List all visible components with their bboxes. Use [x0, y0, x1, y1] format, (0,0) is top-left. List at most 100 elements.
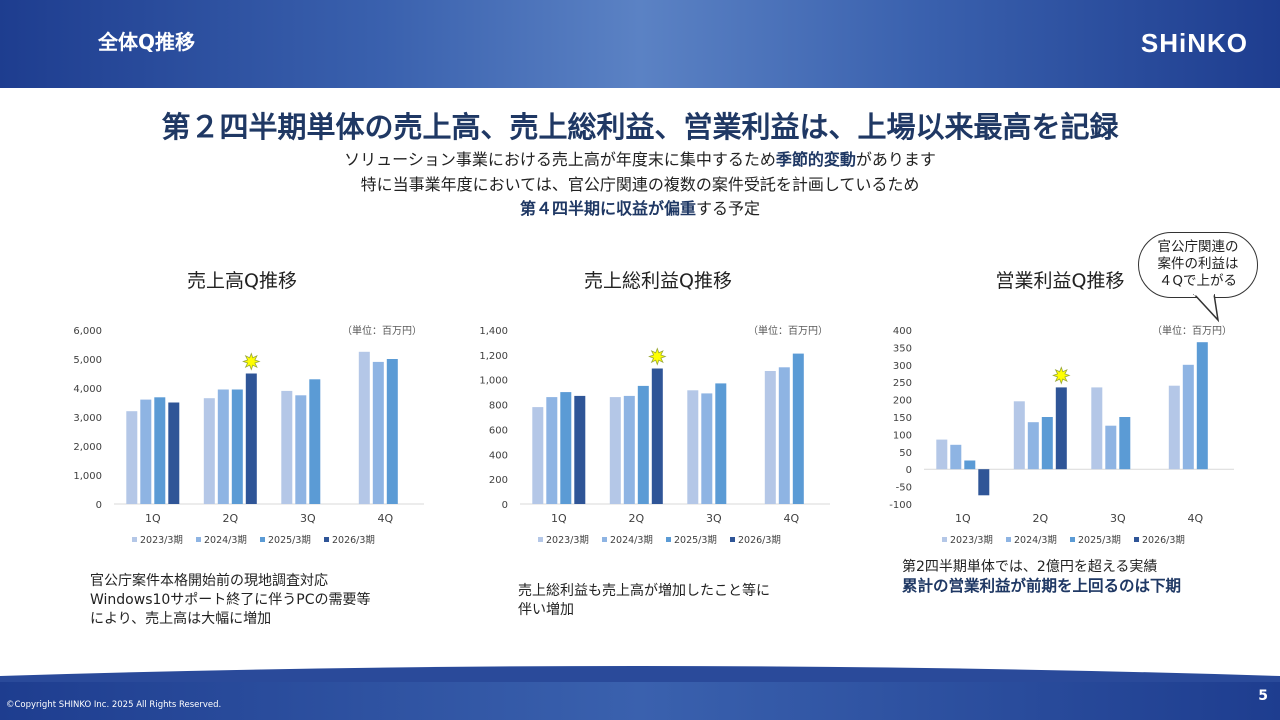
callout-line-3: ４Qで上がる: [1158, 273, 1238, 289]
y-tick-label: 800: [489, 401, 508, 412]
gross-profit-chart: （単位：百万円） 0 200 400 600 800 1,000 1,200 1,400 1Q 2Q…: [479, 324, 830, 546]
note-gross: 売上総利益も売上高が増加したこと等に 伴い増加: [518, 582, 770, 620]
x-tick-label: 4Q: [783, 512, 799, 525]
subline-3-post: する予定: [696, 199, 761, 218]
unit-label: （単位：百万円）: [342, 324, 422, 337]
bar-2Q-2026/3期: [245, 373, 257, 504]
y-tick-label: 6,000: [73, 326, 102, 337]
company-logo: SHiNKO: [1140, 28, 1248, 58]
bar-3Q-2025/3期: [1119, 417, 1131, 470]
chart-title-op: 営業利益Q推移: [995, 270, 1125, 292]
bar-2Q-2024/3期: [1027, 422, 1039, 470]
bar-2Q-2024/3期: [623, 395, 635, 504]
y-tick-label: 5,000: [73, 355, 102, 366]
y-tick-label: 200: [893, 396, 912, 407]
sales-chart: （単位：百万円） 0 1,000 2,000 3,000 4,000 5,000 6,000 1…: [73, 324, 424, 546]
bar-3Q-2024/3期: [295, 395, 307, 505]
legend-swatch: [730, 537, 735, 542]
callout-line-2: 案件の利益は: [1157, 256, 1239, 272]
bar-1Q-2023/3期: [126, 411, 138, 504]
callout-line-1: 官公庁関連の: [1157, 239, 1239, 255]
bar-1Q-2024/3期: [546, 397, 558, 504]
x-tick-label: 3Q: [1110, 512, 1126, 525]
y-tick-label: 0: [906, 465, 912, 476]
note-sales-line-1: 官公庁案件本格開始前の現地調査対応: [90, 573, 328, 589]
legend-label: 2025/3期: [674, 535, 717, 546]
bar-3Q-2025/3期: [715, 383, 727, 504]
y-tick-label: 2,000: [73, 442, 102, 453]
bar-1Q-2025/3期: [964, 460, 976, 470]
subline-1-post: があります: [855, 150, 936, 169]
chart-title-sales: 売上高Q推移: [187, 270, 297, 292]
bar-2Q-2026/3期: [651, 368, 663, 504]
note-sales: 官公庁案件本格開始前の現地調査対応 Windows10サポート終了に伴うPCの需…: [90, 572, 371, 629]
bar-1Q-2023/3期: [936, 439, 948, 470]
legend-swatch: [1070, 537, 1075, 542]
legend-label: 2026/3期: [738, 535, 781, 546]
x-tick-label: 2Q: [628, 512, 644, 525]
note-gross-line-2: 伴い増加: [518, 602, 574, 618]
y-tick-label: 4,000: [73, 384, 102, 395]
legend-label: 2024/3期: [1014, 535, 1057, 546]
legend-swatch: [666, 537, 671, 542]
bar-1Q-2025/3期: [154, 397, 166, 504]
y-tick-label: 150: [893, 413, 912, 424]
copyright: ©Copyright SHINKO Inc. 2025 All Rights R…: [6, 700, 222, 710]
y-tick-label: 1,000: [479, 376, 508, 387]
x-tick-label: 2Q: [222, 512, 238, 525]
legend-label: 2023/3期: [140, 535, 183, 546]
legend-swatch: [538, 537, 543, 542]
chart-title-gross: 売上総利益Q推移: [584, 270, 732, 292]
highlight-star: [648, 347, 667, 366]
legend-swatch: [196, 537, 201, 542]
x-tick-label: 2Q: [1032, 512, 1048, 525]
note-op: 第2四半期単体では、2億円を超える実績 累計の営業利益が前期を上回るのは下期: [902, 558, 1181, 596]
note-sales-line-3: により、売上高は大幅に増加: [90, 611, 272, 627]
legend-swatch: [1006, 537, 1011, 542]
bar-4Q-2024/3期: [778, 367, 790, 504]
header-bar: [0, 0, 1280, 88]
legend-swatch: [324, 537, 329, 542]
legend-label: 2023/3期: [546, 535, 589, 546]
y-tick-label: 50: [899, 448, 912, 459]
bar-2Q-2025/3期: [231, 389, 243, 504]
legend-label: 2025/3期: [1078, 535, 1121, 546]
legend-label: 2026/3期: [332, 535, 375, 546]
x-tick-label: 1Q: [955, 512, 971, 525]
bar-1Q-2026/3期: [978, 469, 990, 496]
bar-2Q-2026/3期: [1055, 387, 1067, 470]
y-tick-label: 200: [489, 475, 508, 486]
legend-label: 2025/3期: [268, 535, 311, 546]
x-tick-label: 4Q: [1187, 512, 1203, 525]
callout-tail: [1192, 294, 1220, 323]
subline-3: 第４四半期に収益が偏重する予定: [0, 195, 1280, 219]
bar-4Q-2023/3期: [358, 351, 370, 505]
legend-swatch: [260, 537, 265, 542]
bar-4Q-2023/3期: [764, 371, 776, 504]
page-title: 全体Q推移: [98, 30, 196, 54]
bar-3Q-2025/3期: [309, 379, 321, 504]
bar-4Q-2025/3期: [792, 353, 804, 504]
legend-label: 2026/3期: [1142, 535, 1185, 546]
y-tick-label: 600: [489, 425, 508, 436]
bar-2Q-2023/3期: [609, 397, 621, 504]
note-sales-line-2: Windows10サポート終了に伴うPCの需要等: [90, 592, 371, 608]
bar-2Q-2025/3期: [1041, 417, 1053, 470]
bar-2Q-2025/3期: [637, 385, 649, 504]
bar-1Q-2026/3期: [574, 395, 586, 504]
y-tick-label: 0: [502, 500, 508, 511]
y-tick-label: -100: [889, 500, 912, 511]
x-tick-label: 3Q: [706, 512, 722, 525]
callout-bubble: 官公庁関連の 案件の利益は ４Qで上がる: [1138, 232, 1258, 298]
bar-3Q-2023/3期: [687, 390, 699, 504]
operating-profit-chart: （単位：百万円） -100 -50 0 50 100 150 200 250 300 350 400 1…: [889, 324, 1234, 546]
subline-3-bold: 第４四半期に収益が偏重: [519, 199, 696, 218]
highlight-star: [1052, 366, 1071, 385]
note-op-line-1: 第2四半期単体では、2億円を超える実績: [902, 559, 1158, 575]
bar-2Q-2023/3期: [1013, 401, 1025, 470]
bar-1Q-2023/3期: [532, 407, 544, 504]
y-tick-label: 1,200: [479, 351, 508, 362]
legend-swatch: [602, 537, 607, 542]
legend-swatch: [132, 537, 137, 542]
bar-4Q-2024/3期: [1182, 364, 1194, 470]
